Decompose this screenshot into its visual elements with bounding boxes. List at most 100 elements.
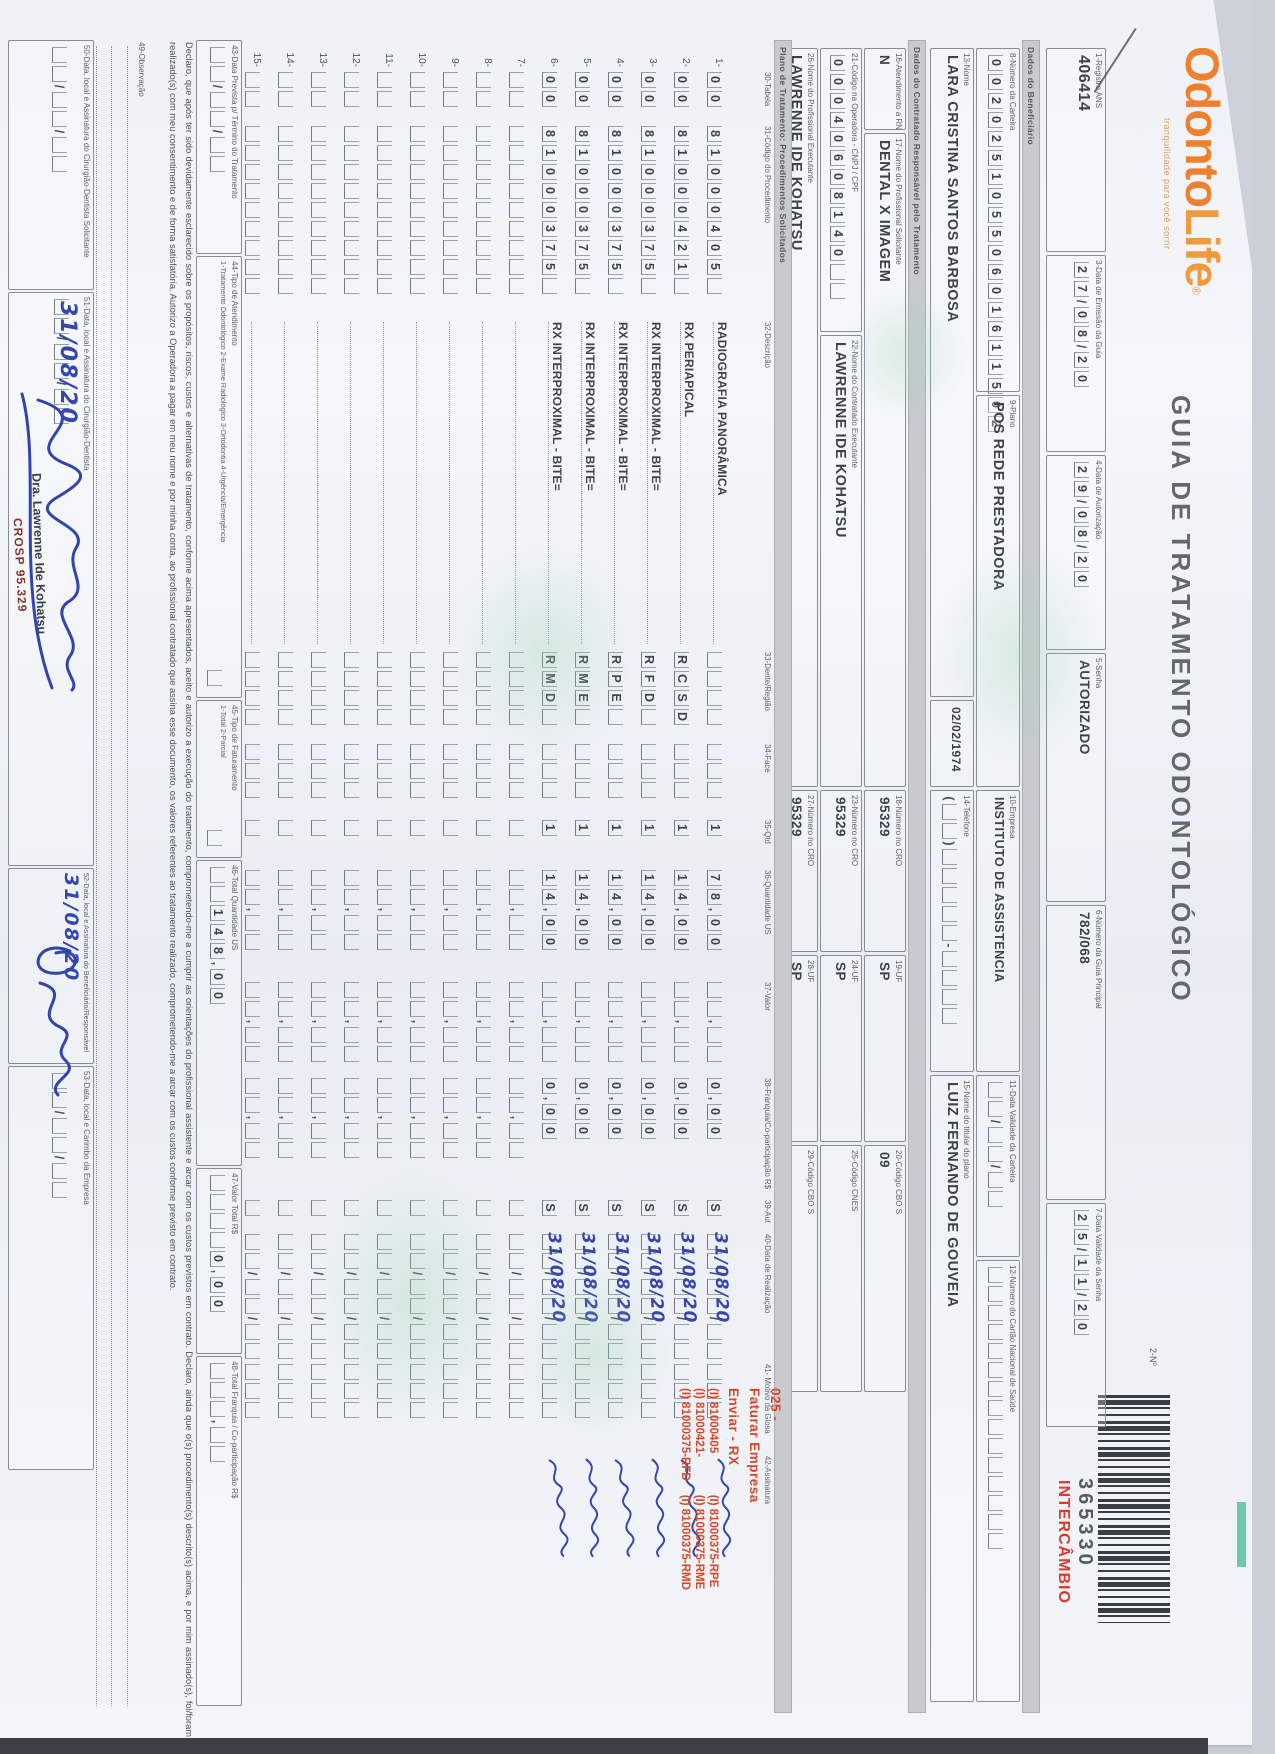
field-cbo-20: 20-Código CBO S 09: [864, 1145, 906, 1392]
digit-cell: [245, 277, 260, 294]
table-cell: [344, 742, 362, 818]
table-cell: 10-: [416, 52, 427, 67]
digit-cell: /: [988, 1119, 1002, 1124]
table-cell: [383, 322, 399, 644]
table-cell: 78,00: [707, 868, 725, 980]
field-label: 27-Número no CRO: [806, 795, 815, 867]
digit-cell: [410, 1096, 425, 1113]
digit-cell: [210, 1381, 225, 1398]
digit-cell: 0: [608, 163, 623, 180]
digit-cell: [443, 670, 458, 687]
digit-cell: 0: [542, 1122, 557, 1139]
digit-cell: 1: [542, 144, 557, 161]
digit-cell: ,: [278, 1115, 292, 1120]
digit-cell: [245, 708, 260, 725]
table-cell: [245, 818, 263, 868]
digit-cell: [410, 1026, 425, 1043]
digit-cell: ,: [542, 907, 556, 912]
digit-cell: 1: [674, 869, 689, 886]
digit-cell: [278, 1342, 293, 1359]
digit-cell: [410, 1141, 425, 1158]
digit-cell: 0: [542, 1077, 557, 1094]
field-total-quantidade-us: 46-Total Quantidade US 148,00: [196, 860, 242, 1166]
digit-cell: [311, 144, 326, 161]
intercambio-tag: INTERCÂMBIO: [1055, 1480, 1072, 1604]
digit-cell: [476, 71, 491, 88]
digit-cell: ,: [311, 1019, 325, 1024]
table-cell: 14,00: [542, 868, 560, 980]
digit-cell: ): [942, 841, 956, 846]
digit-cell: 0: [707, 1077, 722, 1094]
digit-cell: [509, 708, 524, 725]
digit-cell: 0: [674, 933, 689, 950]
digit-cell: [509, 914, 524, 931]
field-nome-beneficiario: 13-Nome LARA CRISTINA SANTOS BARBOSA: [930, 48, 974, 697]
digit-cell: [443, 689, 458, 706]
digit-cell: [608, 1323, 623, 1340]
digit-cell: [278, 239, 293, 256]
field-contratado-executante: 22-Nome do Contratado Executante LAWRENN…: [820, 335, 862, 787]
table-row: 13- , , , / /: [311, 40, 344, 1745]
field-value: 95329: [877, 797, 892, 838]
field-value: ( ) -: [940, 791, 962, 1071]
digit-cell: [311, 1382, 326, 1399]
table-cell: 1: [707, 818, 725, 868]
digit-cell: 0: [830, 92, 845, 109]
digit-cell: [377, 1401, 392, 1418]
field-label: 48-Total Franquia / Co-participação R$: [230, 1361, 239, 1499]
digit-cell: [245, 1199, 260, 1216]
table-cell: [344, 124, 362, 320]
digit-cell: [476, 1233, 491, 1250]
digit-cell: [509, 1045, 524, 1062]
field-valor-total: 47-Valor Total R$ 0,00: [196, 1168, 242, 1354]
digit-cell: [377, 933, 392, 950]
table-cell: RME: [575, 650, 593, 742]
digit-cell: [988, 1304, 1003, 1321]
digit-cell: ,: [344, 1115, 358, 1120]
digit-cell: [52, 1162, 67, 1179]
digit-cell: [410, 1233, 425, 1250]
digit-cell: ,: [476, 907, 490, 912]
table-cell: [344, 650, 362, 742]
digit-cell: /: [443, 1316, 457, 1321]
table-cell: 8 1 0 0 0 3 7 5: [608, 124, 626, 320]
digit-cell: [278, 1096, 293, 1113]
table-cell: RPE: [608, 650, 626, 742]
digit-cell: [278, 1000, 293, 1017]
digit-cell: [245, 144, 260, 161]
digit-cell: 0: [575, 933, 590, 950]
field-value: 782/068: [1077, 912, 1092, 965]
digit-cell: /: [476, 1271, 490, 1276]
digit-cell: [476, 819, 491, 836]
digit-cell: [377, 239, 392, 256]
digit-cell: [443, 708, 458, 725]
digit-cell: [410, 781, 425, 798]
digit-cell: 1: [608, 869, 623, 886]
digit-cell: [245, 182, 260, 199]
table-row: 7- , , , / /: [509, 40, 542, 1745]
digit-cell: S: [575, 1199, 590, 1216]
section-beneficiario: Dados do Beneficiário: [1022, 40, 1040, 1713]
digit-cell: 1: [707, 144, 722, 161]
table-cell: 1-: [713, 58, 724, 67]
field-value: / /: [50, 41, 82, 289]
digit-cell: 0: [575, 1103, 590, 1120]
digit-cell: [344, 125, 359, 142]
digit-cell: [410, 125, 425, 142]
field-tipo-faturamento: 45-Tipo de Faturamento 1-Total 2-Parcial: [196, 700, 242, 858]
digit-cell: [210, 1400, 225, 1417]
table-cell: [278, 818, 296, 868]
table-cell: 12-: [350, 52, 361, 67]
digit-cell: [608, 1342, 623, 1359]
digit-cell: [278, 708, 293, 725]
table-row: 15- , , , / /: [245, 40, 278, 1745]
digit-cell: [278, 144, 293, 161]
table-cell: [542, 1454, 570, 1745]
digit-cell: [344, 708, 359, 725]
field-label: 46-Total Quantidade US: [230, 865, 239, 951]
digit-cell: 4: [830, 111, 845, 128]
digit-cell: [278, 762, 293, 779]
table-cell: S: [674, 1198, 692, 1232]
handwritten-date: 31/08/20: [543, 1231, 569, 1324]
table-row: 2- 00 81000421 RX PERIAPICAL RCSD 1 14,00 , …: [674, 40, 707, 1745]
